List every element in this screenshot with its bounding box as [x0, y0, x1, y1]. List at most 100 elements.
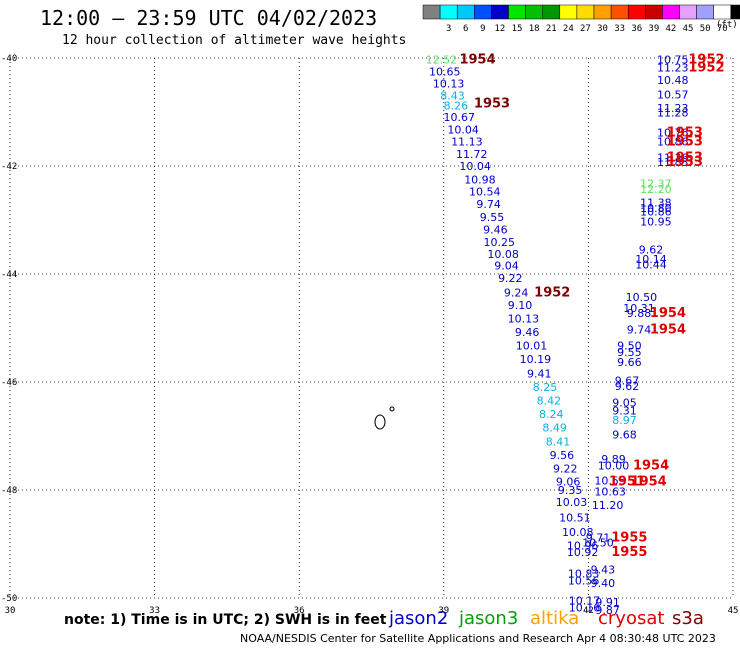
data-label: 8.25 — [533, 381, 558, 394]
data-label: 10.96 — [567, 539, 599, 552]
data-label: 10.98 — [464, 173, 496, 186]
data-label: 10.25 — [483, 236, 515, 249]
data-label: 9.91 — [595, 596, 620, 609]
data-label: 9.55 — [617, 346, 642, 359]
legend-label: 18 — [529, 24, 540, 34]
x-tick-label: 36 — [294, 606, 305, 616]
data-label: 10.08 — [487, 248, 519, 261]
legend-swatch — [593, 4, 612, 20]
data-label: 9.62 — [639, 243, 664, 256]
data-label: 9.40 — [591, 577, 616, 590]
time-label: 1953 — [474, 97, 510, 112]
footer-credit: NOAA/NESDIS Center for Satellite Applica… — [240, 632, 716, 645]
legend-label: 45 — [683, 24, 694, 34]
data-label: 9.22 — [498, 272, 523, 285]
data-label: 9.24 — [504, 287, 529, 300]
data-label: 10.17 — [569, 594, 601, 607]
legend-label: 6 — [463, 24, 468, 34]
time-label: 1955 — [611, 530, 647, 545]
data-label: 8.49 — [542, 422, 567, 435]
data-label: 10.80 — [640, 202, 672, 215]
data-label: 10.75 — [657, 53, 689, 66]
data-label: 10.31 — [623, 302, 655, 315]
data-label: 11.23 — [657, 62, 689, 75]
time-label: 1953 — [667, 151, 703, 166]
data-label: 8.24 — [539, 408, 564, 421]
legend-swatch — [679, 4, 697, 20]
legend-swatch — [456, 4, 475, 20]
legend-swatch — [576, 4, 595, 20]
satellite-name: altika — [530, 608, 580, 629]
data-label: 8.42 — [537, 395, 562, 408]
data-label: 10.54 — [469, 186, 501, 199]
time-label: 1952 — [688, 52, 724, 67]
data-label: 9.46 — [515, 326, 540, 339]
data-label: 8.43 — [440, 90, 465, 103]
data-label: 10.48 — [657, 74, 689, 87]
legend-swatch — [730, 4, 740, 20]
data-label: 10.67 — [443, 111, 475, 124]
y-tick-label: -48 — [1, 486, 17, 496]
satellite-name: cryosat — [598, 608, 665, 629]
data-label: 11.20 — [592, 499, 624, 512]
legend-swatch — [474, 4, 492, 20]
legend-label: 15 — [512, 24, 523, 34]
y-tick-label: -42 — [1, 162, 17, 172]
data-label: 11.23 — [657, 102, 689, 115]
data-label: 10.03 — [556, 496, 588, 509]
data-label: 10.51 — [559, 511, 591, 524]
legend-swatch — [662, 4, 680, 20]
data-label: 10.56 — [568, 575, 600, 588]
data-label: 9.04 — [494, 260, 519, 273]
satellite-name: jason3 — [459, 608, 519, 629]
legend-swatch — [525, 4, 543, 20]
data-label: 10.00 — [598, 459, 630, 472]
data-label: 9.22 — [553, 463, 578, 476]
data-label: 9.10 — [508, 299, 533, 312]
legend-swatch — [610, 4, 629, 20]
time-label: 1955 — [611, 545, 647, 560]
data-label: 9.74 — [476, 198, 501, 211]
data-label: 10.04 — [447, 124, 479, 137]
x-tick-label: 33 — [149, 606, 160, 616]
legend-swatch — [645, 4, 663, 20]
data-label: 10.08 — [562, 526, 594, 539]
data-label: 10.01 — [516, 340, 548, 353]
data-label: 8.97 — [612, 414, 637, 427]
data-label: 9.71 — [586, 531, 611, 544]
data-label: 9.31 — [612, 404, 637, 417]
data-label: 10.14 — [635, 253, 667, 266]
legend-swatch — [713, 4, 732, 20]
data-label: 10.13 — [433, 78, 465, 91]
y-tick-label: -46 — [1, 378, 17, 388]
time-label: 1954 — [650, 322, 686, 337]
y-tick-label: -44 — [1, 270, 17, 280]
time-label: 1954 — [459, 52, 495, 67]
time-label: 1954 — [631, 475, 667, 490]
legend-label: 9 — [480, 24, 485, 34]
time-label: 1953 — [667, 155, 703, 170]
time-label: 1953 — [667, 125, 703, 140]
data-label: 10.16 — [569, 602, 601, 615]
data-label: 10.13 — [508, 313, 540, 326]
chart-title: 12:00 — 23:59 UTC 04/02/2023 — [40, 6, 378, 30]
data-label: 11.13 — [451, 135, 483, 148]
data-label: 9.62 — [615, 380, 640, 393]
legend-swatch — [508, 4, 526, 20]
data-label: 9.50 — [617, 340, 642, 353]
x-tick-label: 30 — [5, 606, 16, 616]
data-label: 11.36 — [657, 152, 689, 165]
data-label: 9.67 — [615, 375, 640, 388]
data-label: 9.66 — [617, 356, 642, 369]
legend-swatch — [491, 4, 509, 20]
chart-subtitle: 12 hour collection of altimeter wave hei… — [62, 33, 407, 48]
island-shape — [389, 406, 395, 412]
data-label: 9.74 — [627, 323, 652, 336]
y-tick-label: -50 — [1, 594, 17, 604]
data-label: 9.41 — [527, 368, 552, 381]
time-label: 1952 — [534, 286, 570, 301]
data-label: 9.46 — [483, 224, 508, 237]
legend-label: 36 — [631, 24, 642, 34]
time-label: 1954 — [650, 306, 686, 321]
